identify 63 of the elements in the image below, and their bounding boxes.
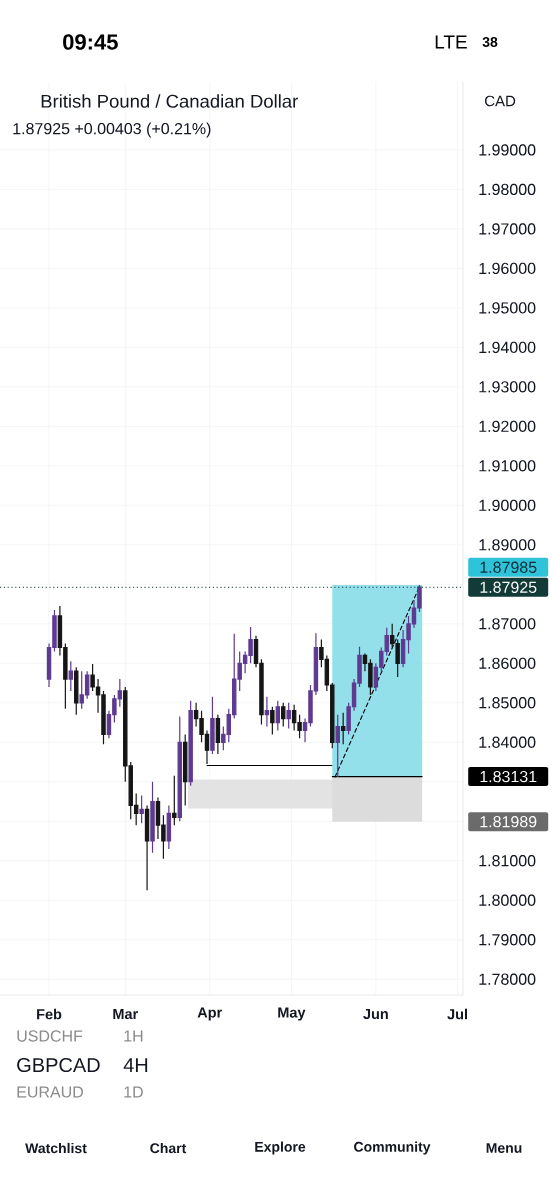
- text: USDCHF: [17, 1030, 83, 1042]
- candlestick: [150, 781, 155, 854]
- text: 4H: [123, 1058, 148, 1072]
- x-tick-label: Feb: [37, 1008, 62, 1020]
- text: Menu: [486, 1143, 522, 1153]
- candlestick: [172, 775, 177, 826]
- candlestick: [286, 702, 291, 730]
- text: 1H: [124, 1030, 143, 1042]
- x-tick-label: Jul: [447, 1008, 467, 1020]
- text: 1.83131: [480, 770, 537, 783]
- candlestick: [215, 714, 221, 755]
- text: Chart: [150, 1142, 187, 1154]
- y-tick-label: 1.93000: [479, 381, 536, 393]
- y-tick-label: 1.94000: [479, 341, 536, 354]
- candlestick: [68, 660, 74, 692]
- candlestick: [340, 712, 346, 745]
- text: EURAUD: [17, 1086, 83, 1098]
- x-tick-label: Jun: [363, 1008, 388, 1020]
- y-tick-label: 1.92000: [479, 420, 536, 433]
- candlestick: [166, 804, 172, 850]
- y-tick-label: 1.79000: [479, 934, 536, 946]
- y-tick-label: 1.84000: [479, 736, 536, 748]
- candlestick: [188, 700, 193, 787]
- y-tick-label: 1.90000: [479, 499, 536, 511]
- y-tick-label: 1.99000: [479, 144, 536, 156]
- text: GBPCAD: [17, 1057, 100, 1073]
- y-tick-label: 1.87000: [479, 618, 536, 630]
- text: 1.87985: [480, 561, 537, 573]
- text: 38: [482, 37, 498, 47]
- text: CAD: [484, 95, 516, 107]
- y-tick-label: 1.78000: [479, 973, 536, 985]
- x-tick-label: Apr: [197, 1007, 222, 1021]
- text: 1.81989: [480, 816, 537, 828]
- text: 09:45: [63, 34, 118, 50]
- y-tick-label: 1.95000: [479, 302, 536, 314]
- ref-line-label: 1.87925: [480, 581, 537, 593]
- x-tick-label: May: [278, 1007, 306, 1021]
- text: 1D: [124, 1086, 143, 1098]
- text: LTE: [435, 35, 467, 49]
- y-tick-label: 1.81000: [479, 855, 536, 867]
- text: 1.87925 +0.00403 (+0.21%): [13, 122, 211, 138]
- y-tick-label: 1.80000: [479, 894, 536, 906]
- y-tick-label: 1.85000: [479, 697, 536, 709]
- candlestick: [210, 696, 215, 755]
- y-tick-label: 1.98000: [479, 183, 536, 196]
- y-tick-label: 1.97000: [479, 223, 536, 235]
- y-tick-label: 1.86000: [479, 657, 536, 669]
- candlestick: [144, 804, 150, 891]
- candlestick: [270, 706, 275, 735]
- candlestick: [74, 666, 79, 716]
- text: Watchlist: [25, 1142, 87, 1154]
- candlestick: [264, 696, 270, 728]
- text: Community: [354, 1141, 431, 1155]
- y-tick-label: 1.96000: [479, 262, 536, 275]
- candlestick: [139, 794, 144, 824]
- candlestick: [335, 714, 340, 778]
- candlestick: [177, 716, 182, 822]
- x-tick-label: Mar: [113, 1008, 138, 1020]
- candlestick: [281, 702, 286, 728]
- text: British Pound / Canadian Dollar: [41, 94, 298, 108]
- y-tick-label: 1.89000: [479, 539, 536, 551]
- y-tick-label: 1.91000: [479, 460, 536, 472]
- text: Explore: [255, 1141, 306, 1155]
